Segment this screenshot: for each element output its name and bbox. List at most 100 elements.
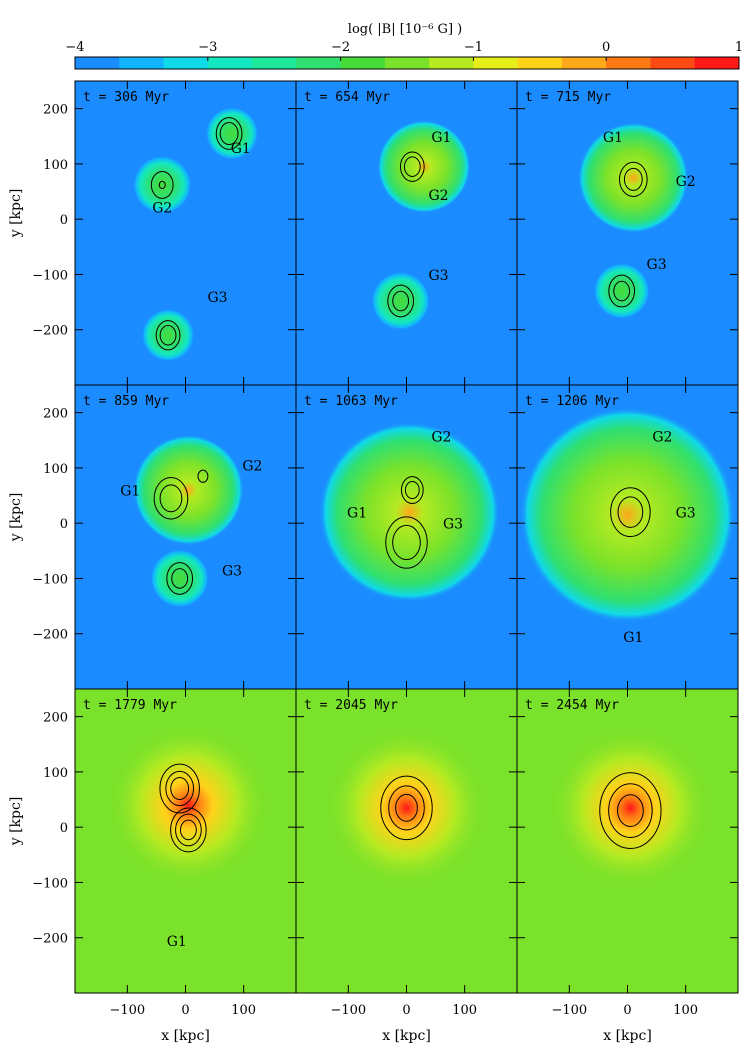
y-tick-label: 0	[60, 213, 68, 228]
density-contour	[179, 819, 197, 841]
density-contour	[159, 324, 177, 346]
x-tick-label: −100	[330, 1003, 366, 1018]
density-contour	[613, 280, 631, 302]
density-contour	[219, 122, 239, 146]
x-tick-label: 0	[623, 1003, 631, 1018]
y-axis-label: y [kpc]	[8, 189, 24, 239]
galaxy-label: G1	[431, 130, 451, 146]
colorbar: log( |B| [10⁻⁶ G] ) −4 −3 −2 −1 0 1	[65, 22, 743, 70]
density-contour	[388, 785, 425, 831]
x-axis-label: x [kpc]	[603, 1028, 652, 1044]
y-axes: 200 100 0 −100 −200 y [kpc] 200 100 0 −100 −200 y […	[8, 103, 68, 947]
colorbar-swatch	[75, 57, 120, 69]
colorbar-swatch	[119, 57, 165, 69]
colorbar-tick-label: −2	[331, 40, 350, 55]
field-blob	[319, 421, 500, 603]
colorbar-swatch	[429, 57, 474, 69]
galaxy-label: G2	[428, 188, 448, 204]
y-tick-label: −100	[32, 876, 68, 891]
y-tick-label: 200	[43, 711, 68, 726]
colorbar-ticks: −4 −3 −2 −1 0 1	[65, 40, 743, 61]
colorbar-swatch	[606, 57, 651, 69]
density-contour	[170, 807, 207, 853]
colorbar-swatch	[207, 57, 253, 69]
field-blob	[133, 434, 244, 546]
panel: t = 1779 Myr G1	[74, 688, 297, 994]
galaxy-label: G3	[676, 506, 696, 522]
field-blob	[141, 309, 195, 362]
colorbar-swatch	[517, 57, 563, 69]
y-axis-label: y [kpc]	[8, 493, 24, 543]
density-contour	[618, 161, 648, 197]
density-contour	[385, 516, 428, 569]
panel-time-label: t = 1063 Myr	[304, 394, 398, 409]
y-tick-label: 0	[60, 821, 68, 836]
y-tick-label: 200	[43, 103, 68, 118]
field-blob	[371, 271, 430, 331]
y-tick-label: −100	[32, 572, 68, 587]
density-contour	[610, 487, 651, 538]
field-blob	[519, 407, 736, 623]
colorbar-title: log( |B| [10⁻⁶ G] )	[348, 22, 462, 37]
density-contour	[617, 496, 644, 528]
density-contour	[166, 562, 194, 595]
density-contour	[170, 776, 190, 800]
density-contour	[608, 783, 653, 838]
galaxy-label: G2	[676, 174, 696, 190]
density-contour	[403, 156, 421, 177]
colorbar-swatch	[296, 57, 342, 69]
galaxy-label: G3	[443, 517, 463, 533]
density-contour	[608, 274, 636, 308]
panel: t = 2045 Myr	[295, 688, 518, 994]
galaxy-label: G2	[242, 459, 262, 475]
density-contour	[197, 469, 209, 483]
galaxy-label: G2	[652, 429, 672, 445]
y-tick-label: 100	[43, 462, 68, 477]
panel-frame	[516, 688, 739, 994]
panel: t = 306 Myr G1 G2 G3	[74, 80, 297, 386]
density-contour	[399, 151, 425, 182]
field-blob	[593, 263, 650, 319]
x-tick-label: 100	[452, 1003, 477, 1018]
panel: t = 654 Myr G1 G2 G3	[295, 80, 518, 386]
field-blob	[578, 122, 689, 233]
y-tick-label: 100	[43, 766, 68, 781]
colorbar-swatches	[75, 57, 740, 69]
colorbar-tick-label: 0	[602, 40, 610, 55]
y-tick-label: 0	[60, 517, 68, 532]
colorbar-swatch	[561, 57, 607, 69]
colorbar-swatch	[694, 57, 740, 69]
density-contour	[155, 320, 181, 351]
y-axis-label: y [kpc]	[8, 797, 24, 847]
density-contour	[387, 284, 415, 318]
y-tick-label: −200	[32, 932, 68, 947]
panel-time-label: t = 306 Myr	[83, 90, 169, 105]
panel-time-label: t = 2045 Myr	[304, 698, 398, 713]
density-contour	[617, 794, 644, 827]
galaxy-label: G2	[152, 201, 172, 217]
x-tick-label: 100	[673, 1003, 698, 1018]
panel-time-label: t = 859 Myr	[83, 394, 169, 409]
colorbar-swatch	[650, 57, 696, 69]
x-axes: −100 0 100 x [kpc] −100 0 100 x [kpc] −100 0 100 x …	[109, 1003, 698, 1044]
galaxy-label: G3	[428, 268, 448, 284]
colorbar-swatch	[384, 57, 430, 69]
panel-time-label: t = 1779 Myr	[83, 698, 177, 713]
y-tick-label: −200	[32, 324, 68, 339]
density-contour	[165, 770, 195, 807]
panel-time-label: t = 2454 Myr	[525, 698, 619, 713]
density-contour	[392, 524, 421, 561]
panel-time-label: t = 1206 Myr	[525, 394, 619, 409]
panel: t = 1206 Myr G2 G3 G1	[516, 384, 739, 690]
galaxy-label: G1	[231, 141, 251, 157]
field-blob	[205, 107, 259, 160]
field-blob	[150, 549, 209, 608]
galaxy-label: G2	[431, 429, 451, 445]
colorbar-tick-label: −4	[65, 40, 84, 55]
galaxy-label: G3	[222, 564, 242, 580]
x-tick-label: 0	[402, 1003, 410, 1018]
galaxy-label: G1	[347, 506, 367, 522]
x-tick-label: 100	[231, 1003, 256, 1018]
